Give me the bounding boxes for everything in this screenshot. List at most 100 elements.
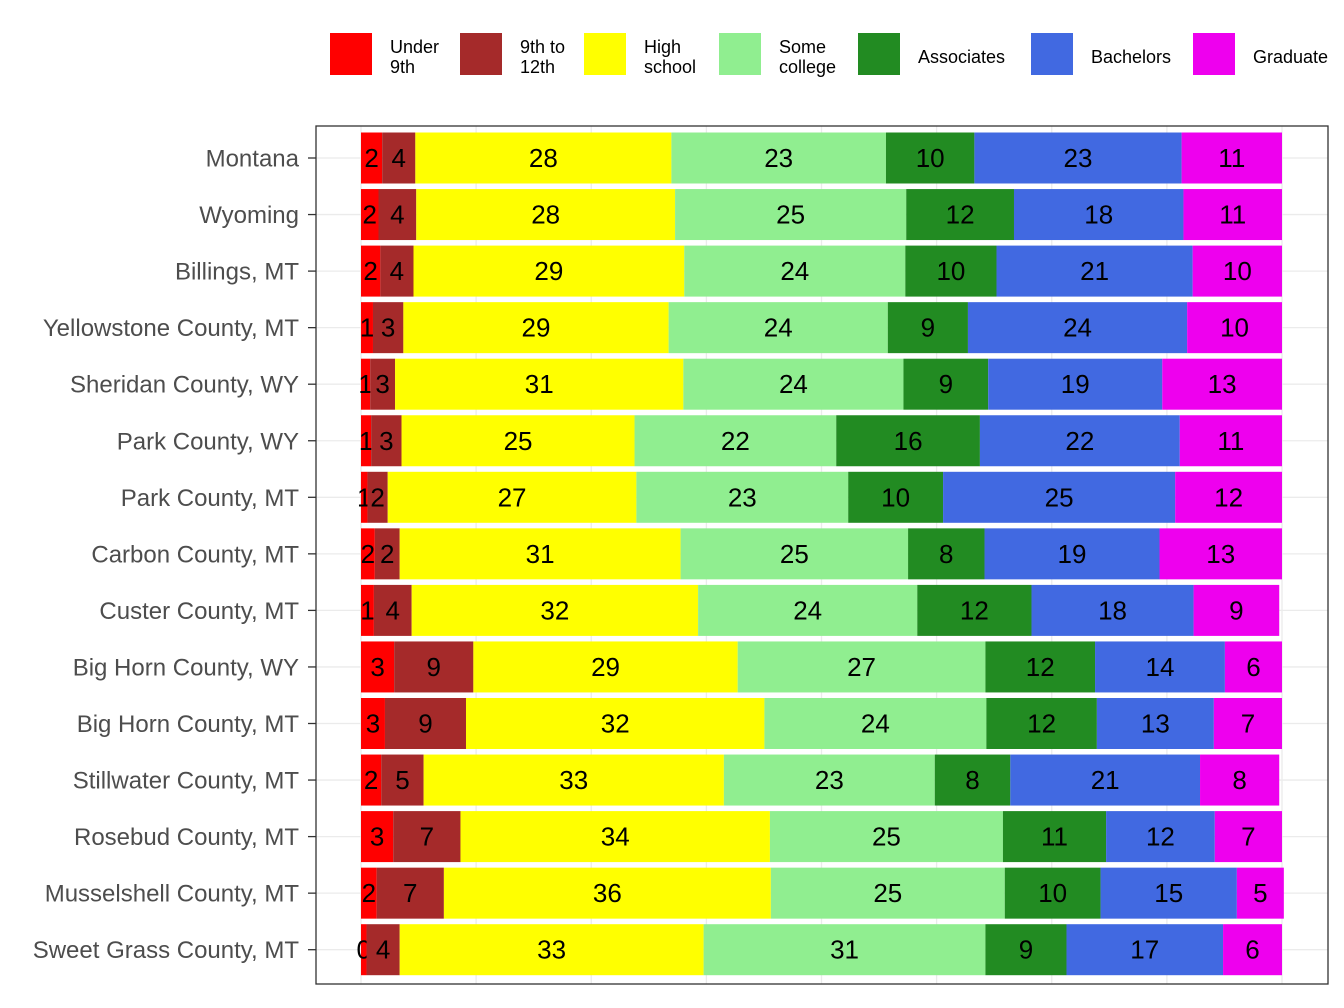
bar-segment	[737, 641, 986, 693]
bar-segment	[465, 698, 765, 749]
bar-segment	[836, 415, 980, 467]
bar-segment	[395, 358, 684, 410]
bar-segment	[903, 358, 989, 410]
legend-label: Some	[779, 37, 826, 57]
bar-segment	[1214, 811, 1282, 863]
bar-segment	[723, 754, 935, 806]
bar-row: 2 5 33 23 8 21 8	[361, 754, 1280, 806]
data-label: 2	[364, 765, 378, 795]
y-tick-label: Big Horn County, WY	[73, 654, 299, 681]
bar-row: 3 9 29 27 12 14 6	[361, 641, 1282, 693]
bar-segment	[1031, 584, 1194, 636]
plot-panel: 2 4 28 23 10 23 112 4 28 25 12 18 112 4 29 24 10 21 101 3 29…	[315, 125, 1329, 985]
bar-segment	[1002, 811, 1107, 863]
data-label: 11	[1217, 426, 1244, 456]
y-tick-label: Sweet Grass County, MT	[33, 937, 300, 964]
bar-segment	[361, 698, 385, 749]
y-tick-label: Musselshell County, MT	[45, 881, 300, 908]
bar-segment	[1100, 867, 1237, 919]
data-label: 33	[559, 765, 588, 795]
bar-segment	[399, 528, 681, 580]
bar-segment	[906, 189, 1014, 241]
bar-segment	[769, 811, 1003, 863]
bar-segment	[985, 924, 1067, 976]
bar-segment	[423, 754, 724, 806]
data-label: 28	[531, 200, 560, 230]
bar-segment	[361, 754, 382, 806]
bar-segment	[381, 754, 424, 806]
bar-row: 12 27 23 10 25 12	[357, 471, 1282, 523]
bar-segment	[943, 471, 1176, 523]
data-label: 21	[1080, 256, 1109, 286]
bar-segment	[361, 189, 379, 241]
data-label: 10	[1038, 878, 1067, 908]
bar-segment	[361, 867, 377, 919]
legend-label: school	[644, 57, 696, 77]
data-label: 24	[764, 313, 793, 343]
legend-item: Associates	[858, 33, 1005, 75]
bar-segment	[378, 189, 417, 241]
bar-segment	[370, 358, 396, 410]
y-tick-label: Wyoming	[199, 202, 299, 229]
data-label: 10	[1220, 313, 1249, 343]
bar-segment	[387, 471, 637, 523]
bar-segment	[979, 415, 1180, 467]
data-label: 29	[522, 313, 551, 343]
data-label: 12	[1027, 709, 1056, 739]
data-label: 2	[363, 200, 377, 230]
data-label: 4	[386, 595, 400, 625]
bar-segment	[1162, 358, 1282, 410]
bar-segment	[393, 811, 461, 863]
legend-swatch	[719, 33, 761, 75]
data-label: 9	[418, 709, 432, 739]
data-label: 1	[360, 595, 374, 625]
data-label: 25	[776, 200, 805, 230]
data-label: 7	[403, 878, 417, 908]
bar-segment	[1192, 245, 1282, 297]
data-label: 7	[1241, 822, 1255, 852]
bar-segment	[885, 132, 975, 184]
bar-segment	[1213, 698, 1282, 749]
data-label: 4	[392, 143, 406, 173]
data-label: 31	[526, 539, 555, 569]
bar-segment	[636, 471, 849, 523]
data-label: 31	[830, 935, 859, 965]
data-label: 19	[1058, 539, 1087, 569]
y-tick-label: Montana	[206, 146, 300, 173]
bar-segment	[986, 698, 1097, 749]
bar-segment	[394, 641, 474, 693]
data-label: 24	[779, 369, 808, 399]
bar-segment	[703, 924, 986, 976]
data-label: 25	[504, 426, 533, 456]
data-label: 25	[1045, 482, 1074, 512]
data-label: 1	[359, 426, 373, 456]
data-label: 12	[1026, 652, 1055, 682]
bar-segment	[770, 867, 1005, 919]
bar-segment	[917, 584, 1032, 636]
legend-label: 9th to	[520, 37, 565, 57]
bar-segment	[361, 302, 373, 354]
data-label: 24	[1063, 313, 1092, 343]
data-label: 19	[1061, 369, 1090, 399]
data-label: 3	[366, 709, 380, 739]
data-label: 9	[427, 652, 441, 682]
y-tick-label: Park County, WY	[117, 428, 299, 455]
y-tick-label: Big Horn County, MT	[77, 711, 300, 738]
data-label: 32	[540, 595, 569, 625]
bar-segment	[473, 641, 738, 693]
data-label: 2	[361, 539, 375, 569]
bar-segment	[996, 245, 1193, 297]
data-label: 36	[593, 878, 622, 908]
legend-swatch	[1031, 33, 1073, 75]
bar-segment	[1187, 302, 1282, 354]
bar-segment	[361, 528, 375, 580]
bar-segment	[683, 358, 904, 410]
data-label: 12	[1214, 482, 1243, 512]
y-tick-label: Billings, MT	[175, 259, 299, 286]
bar-segment	[416, 189, 676, 241]
